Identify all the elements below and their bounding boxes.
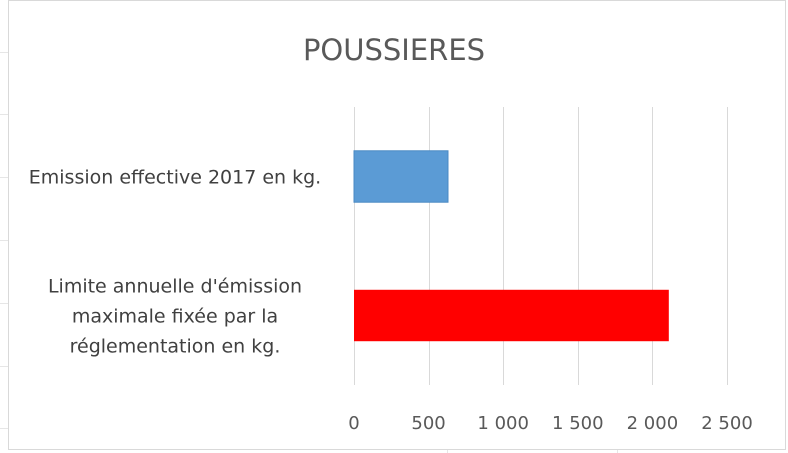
category-label: maximale fixée par la	[72, 306, 278, 328]
category-labels: Emission effective 2017 en kg. Limite ann…	[29, 167, 321, 358]
chart-title: POUSSIERES	[303, 33, 485, 67]
bar[interactable]	[353, 150, 449, 203]
gridlines	[354, 107, 728, 385]
x-tick-label: 1 000	[477, 413, 529, 434]
x-tick-label: 1 500	[552, 413, 604, 434]
category-label: Limite annuelle d'émission	[48, 276, 302, 298]
x-axis-tick-labels: 0 500 1 000 1 500 2 000 2 500	[348, 413, 752, 434]
x-tick-label: 0	[348, 413, 359, 434]
bars	[353, 150, 669, 342]
chart-frame[interactable]	[8, 0, 786, 450]
category-label: Emission effective 2017 en kg.	[29, 167, 321, 189]
category-label: réglementation en kg.	[70, 336, 281, 358]
x-tick-label: 2 000	[627, 413, 679, 434]
bar[interactable]	[354, 289, 669, 342]
x-tick-label: 2 500	[701, 413, 753, 434]
x-tick-label: 500	[411, 413, 445, 434]
